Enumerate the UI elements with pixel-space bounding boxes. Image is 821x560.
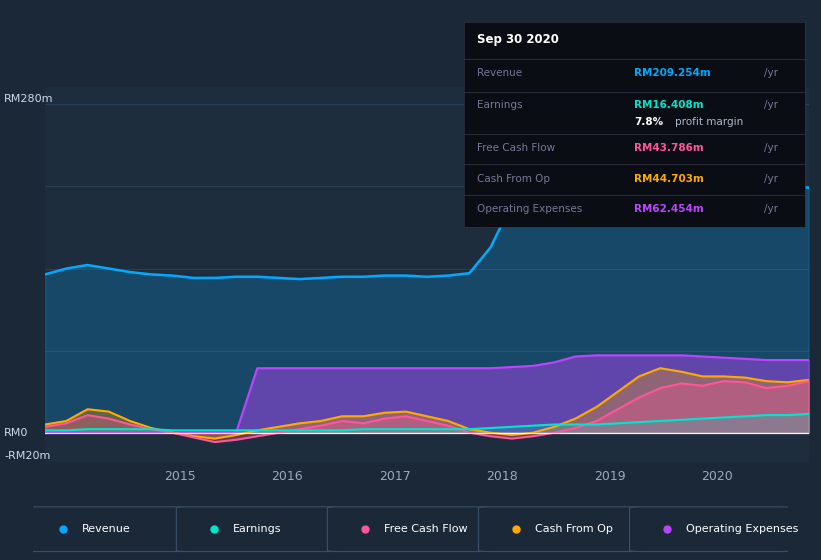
Text: Free Cash Flow: Free Cash Flow — [384, 524, 468, 534]
Text: 7.8%: 7.8% — [635, 116, 663, 127]
FancyBboxPatch shape — [479, 507, 642, 552]
Text: RM43.786m: RM43.786m — [635, 143, 704, 153]
Text: Earnings: Earnings — [478, 100, 523, 110]
Text: profit margin: profit margin — [675, 116, 743, 127]
Text: /yr: /yr — [764, 143, 777, 153]
FancyBboxPatch shape — [177, 507, 340, 552]
Text: RM16.408m: RM16.408m — [635, 100, 704, 110]
Text: RM44.703m: RM44.703m — [635, 174, 704, 184]
Text: RM0: RM0 — [4, 428, 29, 438]
Text: -RM20m: -RM20m — [4, 451, 50, 461]
Text: /yr: /yr — [764, 100, 777, 110]
Text: Cash From Op: Cash From Op — [535, 524, 613, 534]
Text: Sep 30 2020: Sep 30 2020 — [478, 33, 559, 46]
FancyBboxPatch shape — [25, 507, 189, 552]
Text: RM280m: RM280m — [4, 95, 53, 104]
Text: Operating Expenses: Operating Expenses — [686, 524, 799, 534]
FancyBboxPatch shape — [630, 507, 793, 552]
Text: RM209.254m: RM209.254m — [635, 68, 711, 78]
Text: Operating Expenses: Operating Expenses — [478, 204, 583, 214]
Text: Cash From Op: Cash From Op — [478, 174, 551, 184]
Text: Revenue: Revenue — [82, 524, 131, 534]
Text: Earnings: Earnings — [233, 524, 282, 534]
Text: RM62.454m: RM62.454m — [635, 204, 704, 214]
Text: /yr: /yr — [764, 68, 777, 78]
Text: Free Cash Flow: Free Cash Flow — [478, 143, 556, 153]
Text: /yr: /yr — [764, 174, 777, 184]
Text: Revenue: Revenue — [478, 68, 523, 78]
Text: /yr: /yr — [764, 204, 777, 214]
FancyBboxPatch shape — [328, 507, 491, 552]
